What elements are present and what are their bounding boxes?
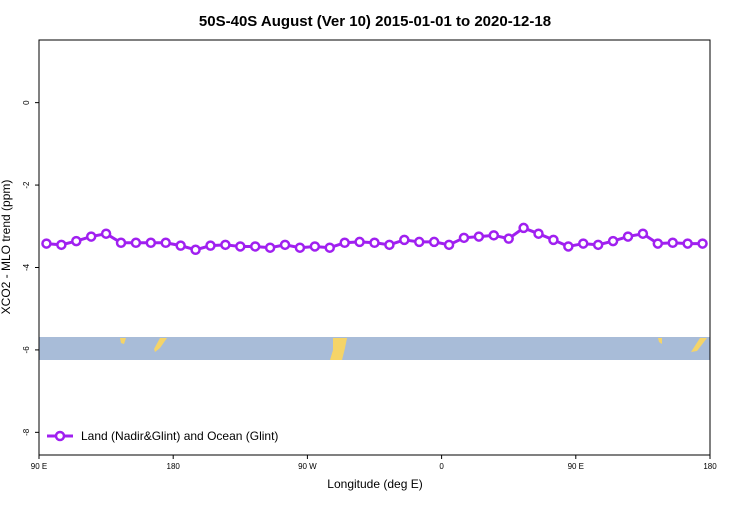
x-tick-label: 0: [439, 462, 444, 471]
point: [607, 235, 619, 247]
point: [652, 238, 664, 249]
point: [175, 240, 186, 251]
point: [294, 242, 306, 253]
y-axis-label: XCO2 - MLO trend (ppm): [0, 180, 13, 315]
point: [458, 232, 470, 244]
land: [330, 338, 347, 360]
point: [369, 237, 380, 249]
map-strip: [39, 337, 710, 360]
point: [100, 228, 112, 239]
point: [622, 231, 634, 242]
point: [235, 241, 246, 252]
point: [205, 240, 216, 251]
point: [592, 239, 604, 251]
point: [56, 239, 67, 251]
point: [41, 238, 52, 249]
point: [160, 237, 171, 249]
point: [279, 239, 291, 251]
ocean-band: [39, 337, 710, 360]
point: [324, 242, 336, 253]
point: [667, 237, 678, 249]
point: [130, 237, 142, 249]
y-tick-label: -2: [22, 181, 31, 189]
point: [384, 239, 395, 251]
point: [518, 222, 529, 234]
point: [249, 241, 261, 252]
point: [563, 241, 574, 252]
point: [354, 236, 365, 248]
y-tick-label: -6: [22, 346, 31, 354]
point: [399, 234, 410, 246]
point: [533, 228, 544, 239]
point: [115, 237, 127, 249]
y-tick-label: 0: [22, 100, 31, 105]
y-tick-label: -4: [22, 263, 31, 271]
land: [691, 338, 707, 352]
land: [154, 338, 167, 352]
point: [578, 238, 589, 249]
plot-frame: [38, 39, 711, 456]
x-tick-label: 90 E: [31, 462, 47, 471]
point: [145, 237, 157, 249]
x-tick-label: 90 W: [298, 462, 317, 471]
x-tick-label: 180: [703, 462, 717, 471]
point: [339, 237, 350, 249]
point: [71, 235, 82, 247]
point: [682, 238, 693, 249]
point: [264, 242, 276, 253]
point: [190, 244, 201, 256]
point: [428, 236, 440, 248]
point: [548, 234, 559, 246]
point: [697, 238, 708, 249]
point: [413, 236, 425, 248]
point: [85, 231, 97, 242]
legend-marker: [54, 430, 66, 442]
x-axis-label: Longitude (deg E): [327, 477, 422, 491]
point: [488, 230, 500, 241]
point: [503, 233, 514, 244]
point: [220, 239, 231, 251]
point: [473, 231, 485, 242]
x-tick-label: 90 E: [568, 462, 584, 471]
x-tick-label: 180: [167, 462, 181, 471]
y-tick-label: -8: [22, 428, 31, 436]
point: [309, 241, 321, 252]
point: [443, 239, 455, 251]
legend-label: Land (Nadir&Glint) and Ocean (Glint): [81, 429, 278, 443]
land: [658, 338, 662, 344]
chart-title: 50S-40S August (Ver 10) 2015-01-01 to 20…: [199, 13, 551, 30]
land: [120, 338, 126, 344]
point: [637, 228, 649, 239]
